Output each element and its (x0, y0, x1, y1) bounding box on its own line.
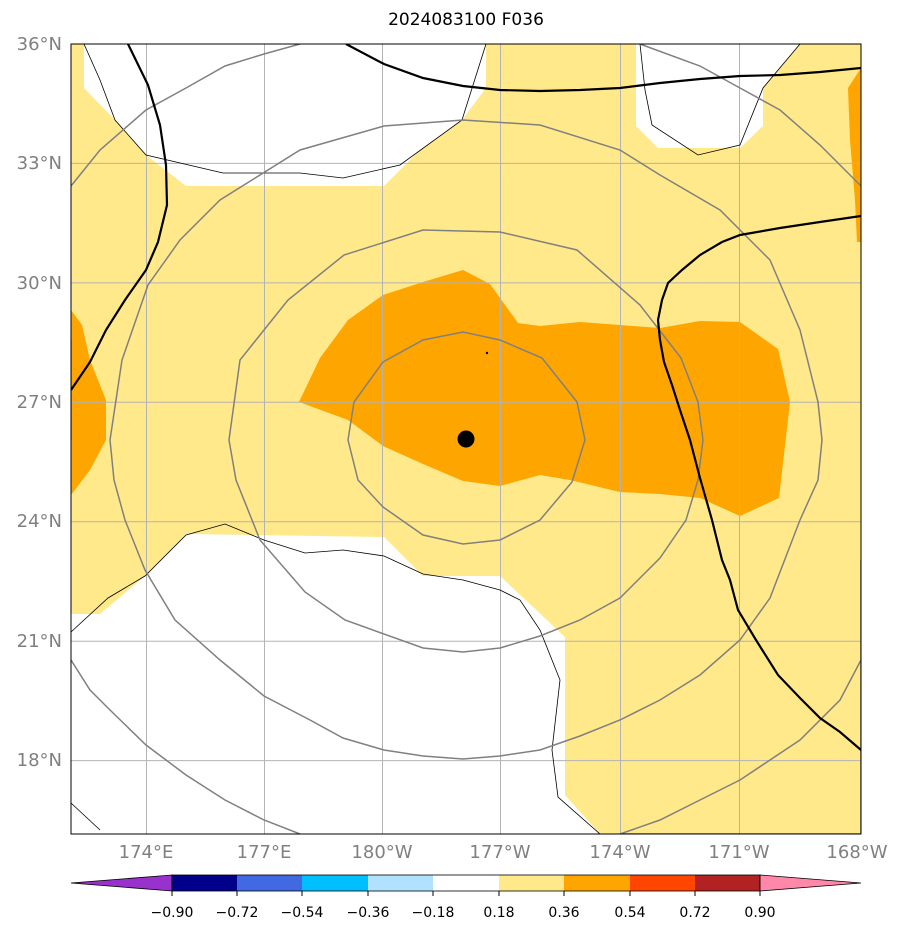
thick-contours (71, 44, 861, 751)
orange-region-center (299, 270, 790, 516)
grid-lines (71, 44, 861, 834)
colorbar-segment (695, 875, 760, 891)
colorbar-label: −0.54 (281, 905, 324, 921)
lat-label-27: 27°N (17, 392, 62, 413)
colorbar-label: 0.18 (483, 905, 514, 921)
colorbar-label: −0.72 (216, 905, 259, 921)
lat-labels: 36°N 33°N 30°N 27°N 24°N 21°N 18°N (17, 34, 62, 771)
colorbar-segment (237, 875, 302, 891)
colorbar-segment (368, 875, 433, 891)
colorbar-segment (630, 875, 695, 891)
lon-label-174w: 174°W (589, 842, 650, 863)
colorbar: −0.90 −0.72 −0.54 −0.36 −0.18 0.18 0.36 … (70, 874, 862, 921)
colorbar-segment (499, 875, 564, 891)
orange-region-east (848, 68, 861, 242)
lon-label-168w: 168°W (826, 842, 887, 863)
lat-label-24: 24°N (17, 511, 62, 532)
range-rings (71, 44, 861, 834)
white-region-northeast (636, 44, 800, 148)
lon-label-180w: 180°W (351, 842, 412, 863)
colorbar-segment (302, 875, 368, 891)
colorbar-label: 0.72 (679, 905, 710, 921)
lon-label-177e: 177°E (237, 842, 292, 863)
map-title: 2024083100 F036 (388, 10, 544, 30)
colorbar-segment (433, 875, 499, 891)
lon-labels: 174°E 177°E 180°W 177°W 174°W 171°W 168°… (119, 842, 888, 863)
colorbar-label: 0.90 (744, 905, 775, 921)
colorbar-label: −0.36 (347, 905, 390, 921)
colorbar-segment (564, 875, 630, 891)
lat-label-33: 33°N (17, 153, 62, 174)
colorbar-label: 0.36 (548, 905, 579, 921)
colorbar-outline (171, 874, 761, 892)
lat-label-18: 18°N (17, 750, 62, 771)
map-area (71, 44, 861, 834)
lon-label-171w: 171°W (708, 842, 769, 863)
colorbar-ticks (171, 891, 761, 896)
colorbar-segment (172, 875, 237, 891)
small-marker-dot (485, 351, 489, 355)
colorbar-extend-high (759, 874, 862, 892)
white-region-north (84, 44, 486, 186)
storm-center-dot (457, 430, 475, 448)
colorbar-extend-low (70, 874, 173, 892)
thin-contours (71, 44, 801, 834)
colorbar-label: −0.90 (151, 905, 194, 921)
lon-label-177w: 177°W (469, 842, 530, 863)
lat-label-21: 21°N (17, 631, 62, 652)
colorbar-label: 0.54 (614, 905, 645, 921)
map-frame (70, 43, 862, 835)
lon-label-174e: 174°E (119, 842, 174, 863)
lat-label-36: 36°N (17, 34, 62, 55)
colorbar-label: −0.18 (412, 905, 455, 921)
lat-label-30: 30°N (17, 273, 62, 294)
